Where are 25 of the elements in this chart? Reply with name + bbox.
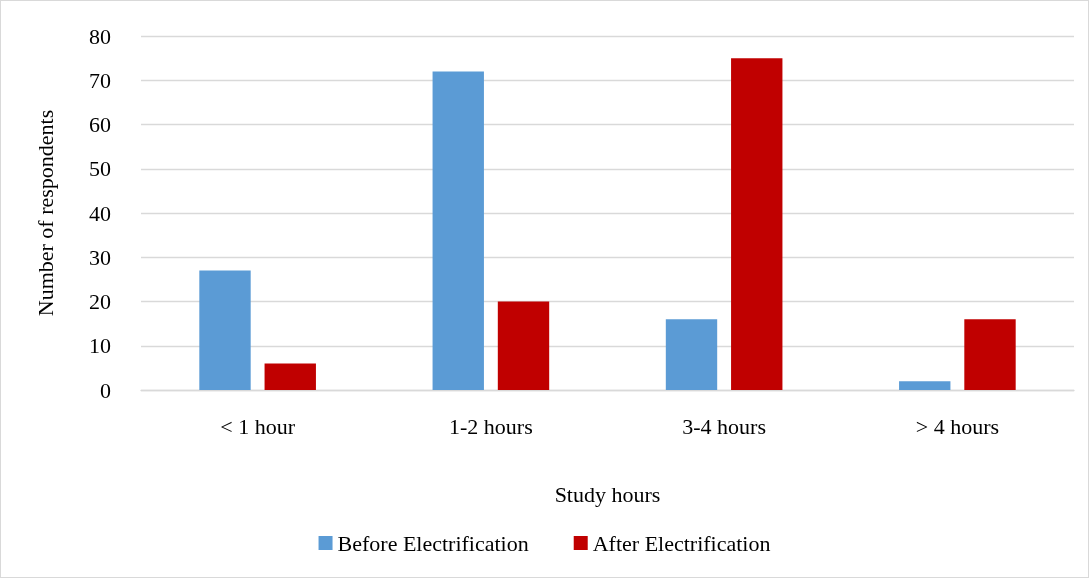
y-tick-label: 60 (89, 112, 111, 137)
y-tick-label: 70 (89, 67, 111, 93)
y-tick-label: 50 (89, 156, 111, 182)
bar (199, 270, 251, 390)
y-tick-label: 80 (89, 23, 111, 49)
x-tick-label: 3-4 hours (682, 413, 766, 439)
y-axis-title: Number of respondents (32, 109, 58, 317)
legend-label: Before Electrification (337, 530, 529, 556)
bar (964, 319, 1016, 390)
x-axis-title: Study hours (554, 481, 661, 507)
x-tick-label: < 1 hour (220, 413, 296, 439)
y-tick-label: 40 (89, 200, 111, 226)
y-tick-label: 10 (89, 333, 111, 359)
x-tick-label: > 4 hours (915, 413, 1000, 439)
y-tick-label: 30 (89, 244, 111, 270)
bar (731, 58, 783, 390)
bar (497, 301, 550, 390)
x-tick-label: 1-2 hours (449, 413, 533, 439)
y-tick-label: 20 (89, 289, 111, 314)
bar (665, 319, 718, 390)
bar (899, 381, 951, 390)
bar (264, 363, 316, 390)
bar (432, 71, 484, 390)
y-tick-label: 0 (100, 377, 111, 403)
legend-label: After Electrification (592, 530, 771, 556)
